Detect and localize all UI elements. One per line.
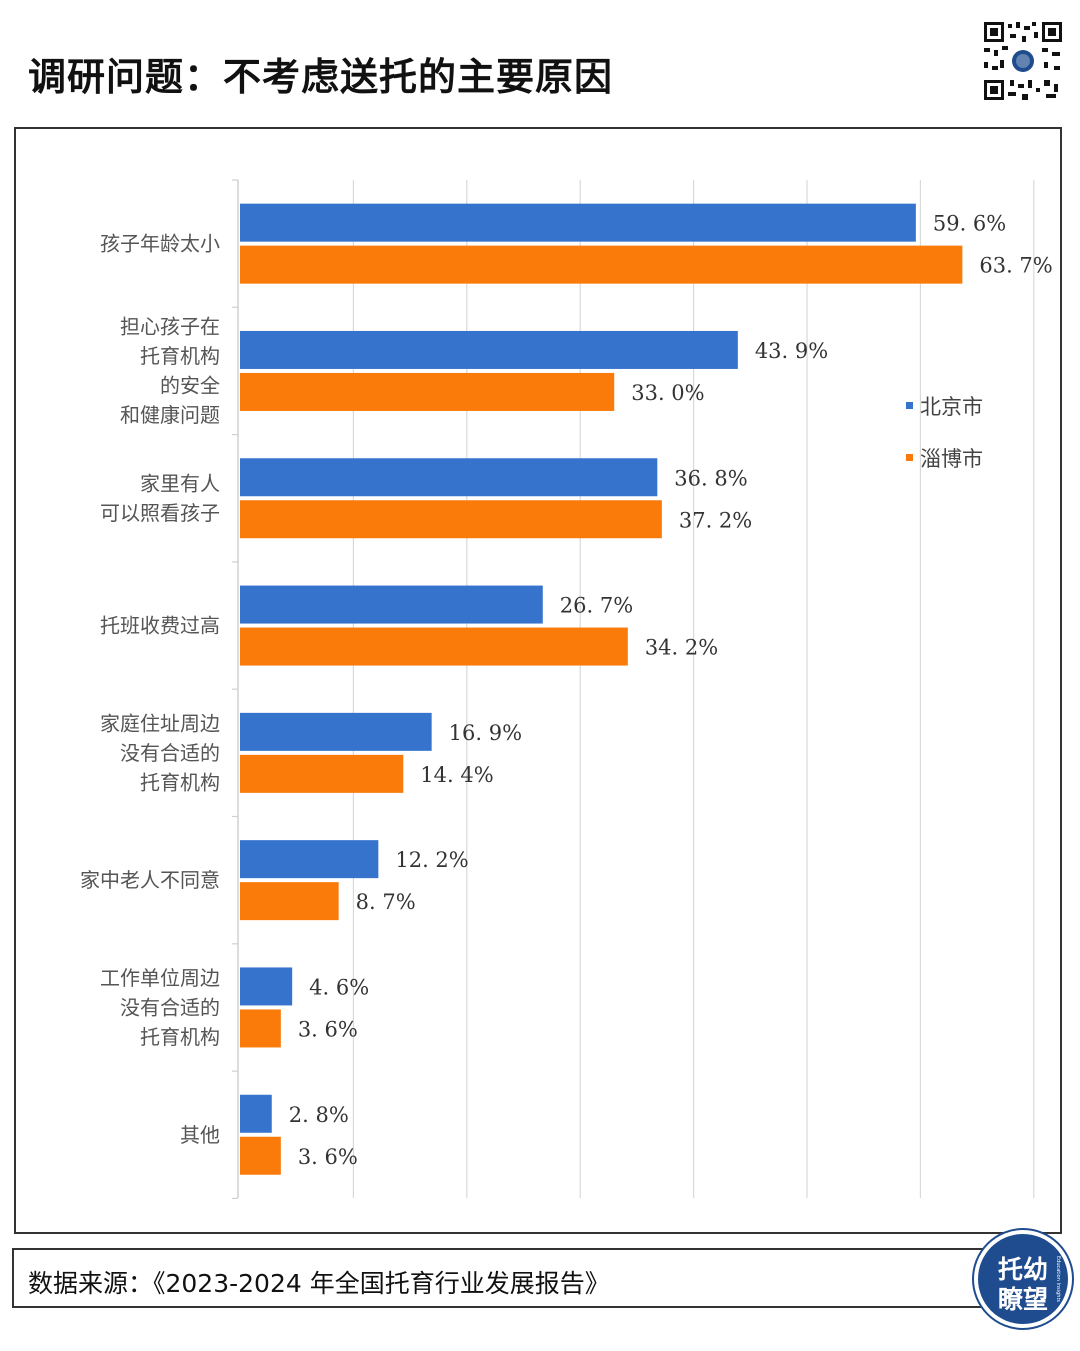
data-label: 4. 6% <box>309 975 369 999</box>
chart-frame <box>14 127 1062 1234</box>
logo-side-text: Education Insights <box>1055 1255 1061 1303</box>
category-label: 家中老人不同意 <box>80 868 220 892</box>
legend-swatch <box>906 402 913 409</box>
legend-label: 北京市 <box>920 395 983 419</box>
bar-beijing <box>240 967 293 1006</box>
logo-line-2: 瞭望 <box>997 1285 1048 1314</box>
bar-beijing <box>240 1094 272 1133</box>
source-text: 数据来源：《2023-2024 年全国托育行业发展报告》 <box>28 1269 610 1298</box>
data-label: 12. 2% <box>395 848 468 872</box>
data-label: 16. 9% <box>449 721 522 745</box>
bar-zibo <box>240 245 963 284</box>
bar-zibo <box>240 1136 281 1175</box>
bar-beijing <box>240 840 379 879</box>
bar-beijing <box>240 712 432 751</box>
bar-zibo <box>240 882 339 921</box>
data-label: 3. 6% <box>298 1017 358 1041</box>
category-label: 托育机构 <box>140 770 220 794</box>
legend-label: 淄博市 <box>920 447 983 471</box>
bar-zibo <box>240 627 628 666</box>
bar-beijing <box>240 203 916 242</box>
bar-zibo <box>240 372 615 411</box>
data-label: 14. 4% <box>420 763 493 787</box>
data-label: 36. 8% <box>674 466 747 490</box>
bar-beijing <box>240 330 738 369</box>
category-label: 家里有人 <box>140 472 220 496</box>
category-label: 工作单位周边 <box>100 966 220 990</box>
bar-zibo <box>240 754 404 793</box>
category-label: 托育机构 <box>140 344 220 368</box>
bar-beijing <box>240 585 543 624</box>
logo-badge-icon <box>972 1228 1074 1330</box>
page-title: 调研问题：不考虑送托的主要原因 <box>28 55 614 99</box>
data-label: 26. 7% <box>560 594 633 618</box>
bar-beijing <box>240 458 658 497</box>
category-label: 孩子年龄太小 <box>100 232 220 256</box>
data-label: 37. 2% <box>679 508 752 532</box>
category-label: 家庭住址周边 <box>100 711 220 735</box>
category-label: 托育机构 <box>140 1025 220 1049</box>
source-box: 数据来源：《2023-2024 年全国托育行业发展报告》 <box>12 1248 1022 1308</box>
data-label: 34. 2% <box>645 636 718 660</box>
category-label: 可以照看孩子 <box>100 501 220 525</box>
data-label: 2. 8% <box>289 1103 349 1127</box>
category-label: 没有合适的 <box>120 741 220 765</box>
data-label: 63. 7% <box>979 254 1052 278</box>
bar-zibo <box>240 500 662 539</box>
logo-line-1: 托幼 <box>997 1255 1048 1284</box>
category-label: 没有合适的 <box>120 995 220 1019</box>
brand-logo: 托幼 瞭望 Education Insights <box>972 1228 1074 1330</box>
data-label: 3. 6% <box>298 1145 358 1169</box>
legend-swatch <box>906 454 913 461</box>
data-label: 33. 0% <box>631 381 704 405</box>
bar-zibo <box>240 1009 281 1048</box>
qr-code-icon <box>982 20 1064 102</box>
category-label: 和健康问题 <box>120 403 220 427</box>
category-label: 托班收费过高 <box>100 614 220 638</box>
category-label: 其他 <box>180 1123 220 1147</box>
category-label: 担心孩子在 <box>120 315 220 339</box>
data-label: 59. 6% <box>933 212 1006 236</box>
data-label: 43. 9% <box>755 339 828 363</box>
category-label: 的安全 <box>160 374 220 398</box>
data-label: 8. 7% <box>356 890 416 914</box>
